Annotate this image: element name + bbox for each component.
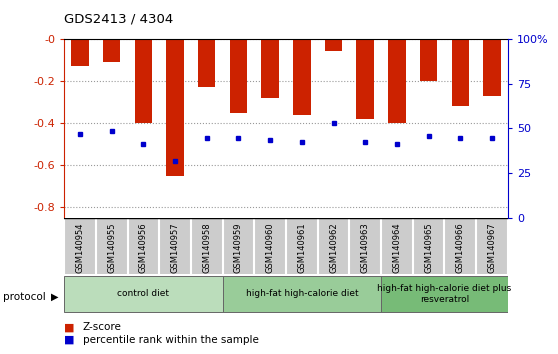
Bar [357,39,374,119]
Text: GSM140962: GSM140962 [329,222,338,273]
Text: ■: ■ [64,322,75,332]
Text: GSM140964: GSM140964 [392,222,401,273]
Bar [64,275,223,312]
Bar [103,39,121,62]
Text: ▶: ▶ [51,292,59,302]
Text: GSM140957: GSM140957 [171,222,180,273]
Bar [134,39,152,123]
Text: high-fat high-calorie diet: high-fat high-calorie diet [246,289,358,298]
Text: control diet: control diet [117,289,170,298]
Text: GSM140960: GSM140960 [266,222,275,273]
Bar [293,39,311,115]
Text: ■: ■ [64,335,75,345]
Text: GSM140965: GSM140965 [424,222,433,273]
Bar [71,39,89,66]
Bar [166,39,184,176]
Bar [451,39,469,106]
Text: GSM140959: GSM140959 [234,222,243,273]
Bar [230,39,247,113]
Bar [483,39,501,96]
Text: Z-score: Z-score [83,322,122,332]
Bar [223,275,381,312]
Bar [381,275,508,312]
Bar [261,39,279,98]
Text: GSM140955: GSM140955 [107,222,116,273]
Text: GSM140961: GSM140961 [297,222,306,273]
Text: GSM140963: GSM140963 [360,222,370,273]
Bar [420,39,437,81]
Text: GSM140956: GSM140956 [139,222,148,273]
Text: GSM140967: GSM140967 [488,222,497,273]
Bar [325,39,342,51]
Text: GDS2413 / 4304: GDS2413 / 4304 [64,12,174,25]
Text: high-fat high-calorie diet plus
resveratrol: high-fat high-calorie diet plus resverat… [377,284,512,303]
Text: GSM140954: GSM140954 [75,222,84,273]
Text: GSM140966: GSM140966 [456,222,465,273]
Bar [198,39,215,87]
Text: GSM140958: GSM140958 [202,222,211,273]
Text: percentile rank within the sample: percentile rank within the sample [83,335,258,345]
Bar [388,39,406,123]
Text: protocol: protocol [3,292,46,302]
